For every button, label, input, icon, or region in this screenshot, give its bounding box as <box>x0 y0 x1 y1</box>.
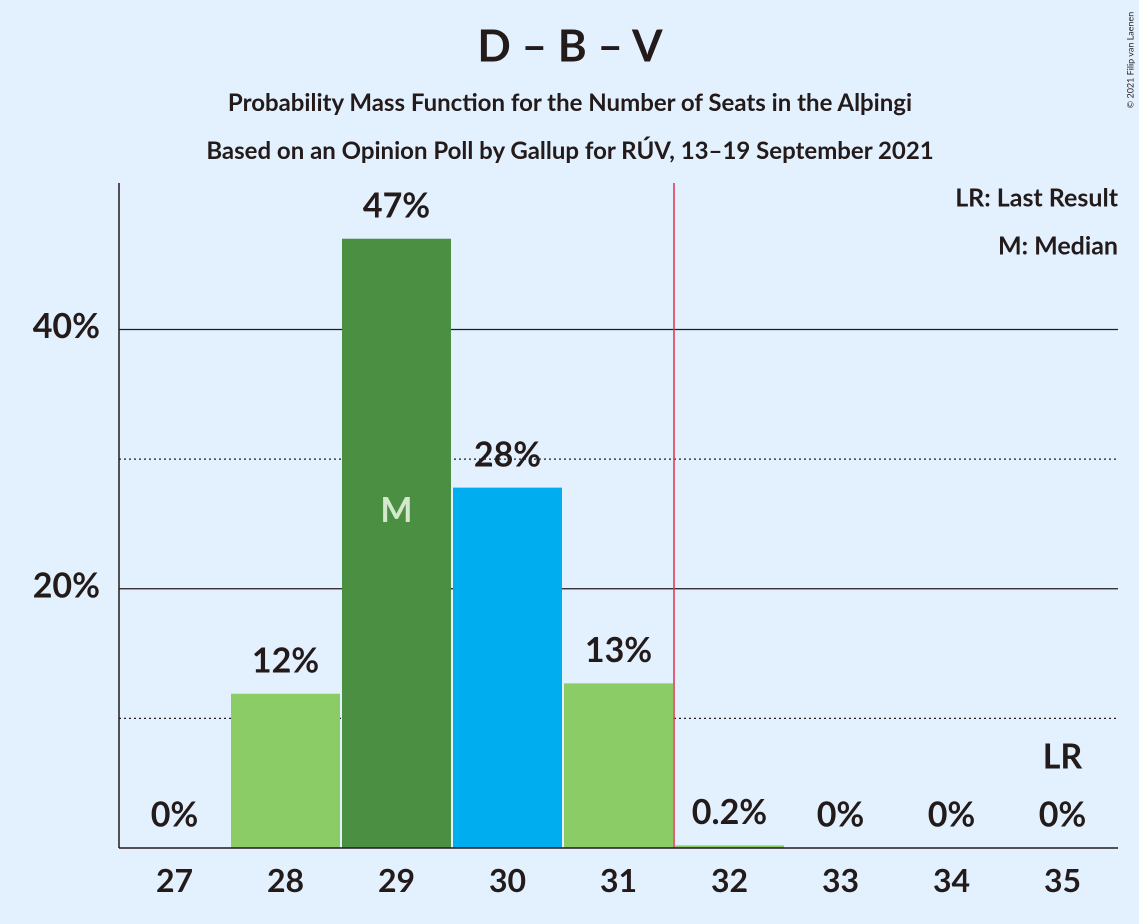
bar <box>453 487 562 848</box>
bar <box>675 845 784 848</box>
y-tick-label: 20% <box>33 564 100 605</box>
x-tick-label: 29 <box>378 860 415 899</box>
value-label: 12% <box>252 639 319 680</box>
bar <box>231 693 340 848</box>
value-label: 47% <box>363 184 430 225</box>
value-label: 13% <box>585 629 652 670</box>
last-result-marker: LR <box>1043 736 1083 777</box>
x-tick-label: 32 <box>711 860 748 899</box>
x-tick-label: 34 <box>933 860 970 899</box>
value-label: 28% <box>474 433 541 474</box>
x-tick-label: 33 <box>822 860 859 899</box>
legend-entry: LR: Last Result <box>955 182 1119 212</box>
x-tick-label: 27 <box>156 860 193 899</box>
y-tick-label: 40% <box>33 305 100 346</box>
bars <box>231 238 784 849</box>
chart-subtitle: Based on an Opinion Poll by Gallup for R… <box>206 135 933 165</box>
legend-entry: M: Median <box>998 230 1118 260</box>
bar <box>342 238 451 849</box>
copyright: © 2021 Filip van Laenen <box>1124 12 1135 109</box>
bar <box>564 683 673 848</box>
median-marker: M <box>380 489 412 530</box>
chart-subtitle: Probability Mass Function for the Number… <box>228 88 912 117</box>
x-tick-label: 35 <box>1044 860 1081 899</box>
chart-title: D – B – V <box>477 19 663 71</box>
value-label: 0% <box>817 794 865 835</box>
value-label: 0% <box>151 794 199 835</box>
value-label: 0.2% <box>692 791 767 832</box>
x-tick-label: 30 <box>489 860 526 899</box>
x-tick-label: 31 <box>600 860 637 899</box>
value-label: 0% <box>1039 794 1087 835</box>
x-tick-label: 28 <box>267 860 304 899</box>
value-label: 0% <box>928 794 976 835</box>
